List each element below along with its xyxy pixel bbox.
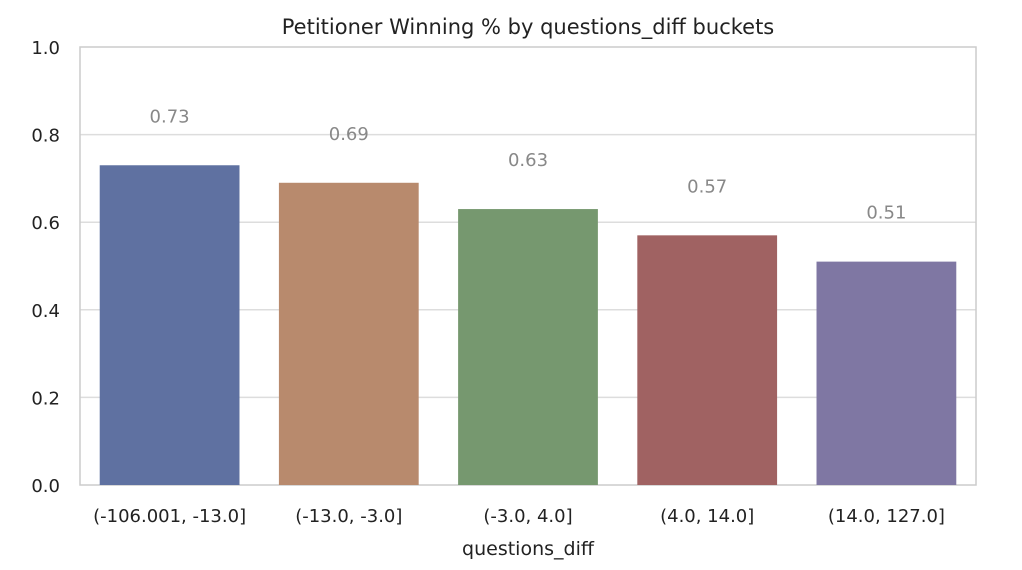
bar: [637, 235, 778, 485]
x-tick-label: (14.0, 127.0]: [828, 506, 945, 527]
data-label: 0.69: [329, 124, 369, 145]
data-label: 0.57: [687, 176, 727, 197]
x-tick-label: (-3.0, 4.0]: [483, 506, 572, 527]
data-labels: 0.73 0.69 0.63 0.57 0.51: [150, 106, 907, 223]
data-label: 0.73: [150, 106, 190, 127]
y-axis-ticks: 0.0 0.2 0.4 0.6 0.8 1.0: [31, 38, 60, 497]
x-axis-ticks: (-106.001, -13.0] (-13.0, -3.0] (-3.0, 4.0…: [93, 506, 945, 527]
y-tick-label: 0.4: [31, 301, 60, 322]
data-label: 0.51: [866, 203, 906, 224]
x-tick-label: (-13.0, -3.0]: [295, 506, 402, 527]
y-tick-label: 0.0: [31, 476, 60, 497]
x-axis-label: questions_diff: [462, 538, 595, 560]
y-tick-label: 1.0: [31, 38, 60, 59]
y-tick-label: 0.2: [31, 388, 60, 409]
x-tick-label: (4.0, 14.0]: [660, 506, 754, 527]
y-tick-label: 0.6: [31, 213, 60, 234]
bar: [458, 209, 598, 485]
data-label: 0.63: [508, 150, 548, 171]
bar: [816, 261, 957, 485]
bar: [278, 182, 419, 485]
x-tick-label: (-106.001, -13.0]: [93, 506, 246, 527]
bars: [99, 165, 957, 485]
chart-title: Petitioner Winning % by questions_diff b…: [282, 15, 775, 40]
bar: [99, 165, 240, 485]
y-tick-label: 0.8: [31, 126, 60, 147]
